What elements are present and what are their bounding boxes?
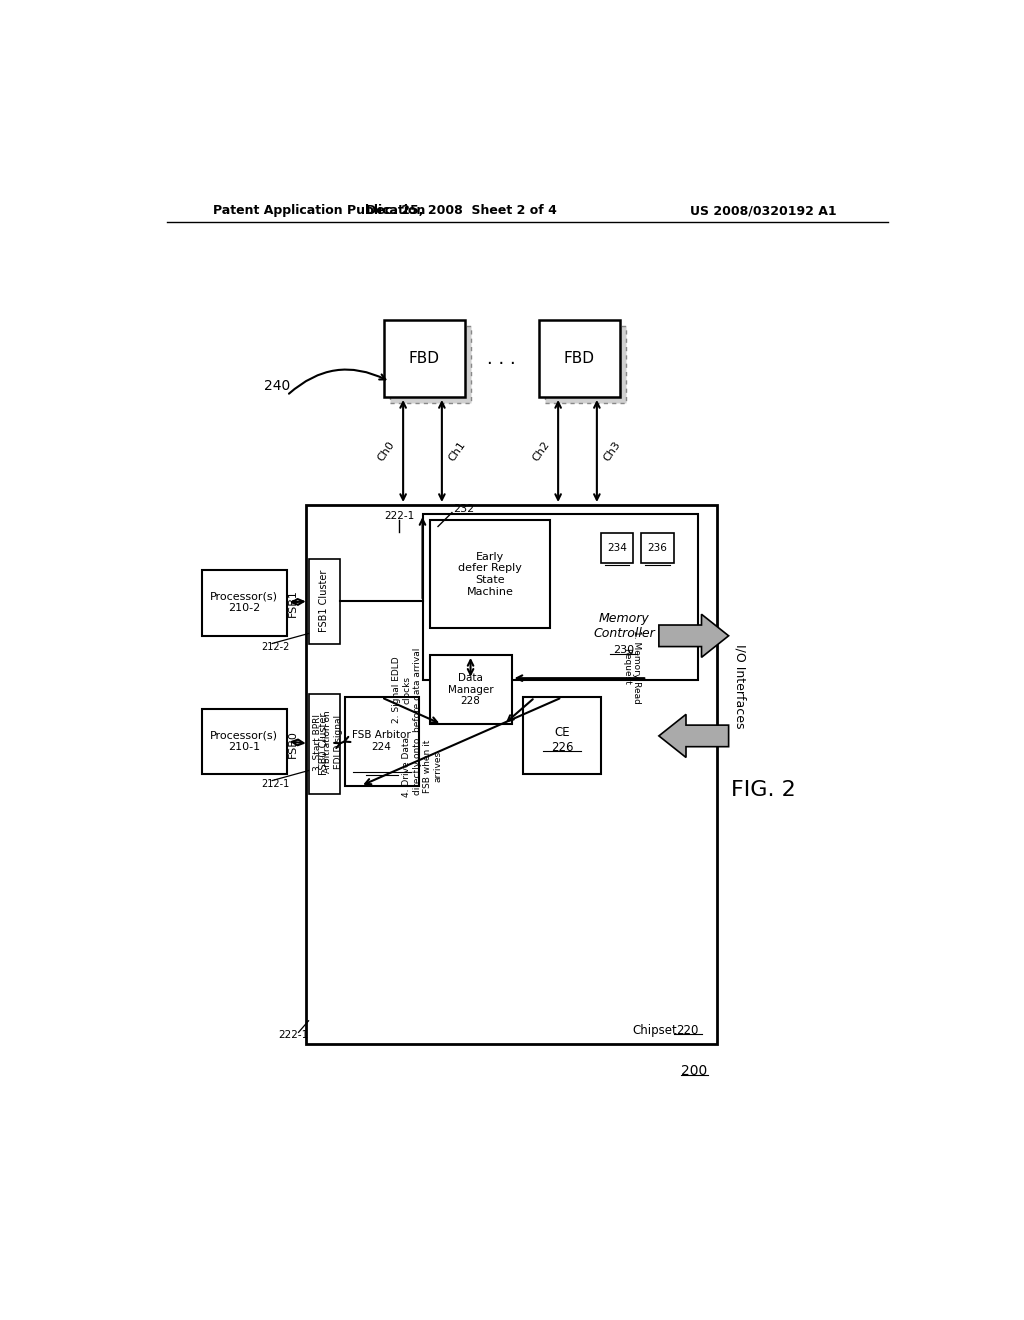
Polygon shape <box>658 614 729 657</box>
Text: 236: 236 <box>647 543 668 553</box>
Bar <box>539 321 621 397</box>
Bar <box>308 558 340 644</box>
Text: Memory
Controller: Memory Controller <box>593 611 655 640</box>
Text: Processor(s)
210-1: Processor(s) 210-1 <box>210 730 279 752</box>
Text: 222-1: 222-1 <box>384 511 415 521</box>
Text: 226: 226 <box>551 741 573 754</box>
Text: Early
defer Reply
State
Machine: Early defer Reply State Machine <box>458 552 522 597</box>
Bar <box>202 709 287 775</box>
Bar <box>545 326 627 404</box>
Text: CE: CE <box>554 726 569 739</box>
Text: 200: 200 <box>681 1064 707 1078</box>
Bar <box>601 533 633 562</box>
Text: FSB1 Cluster: FSB1 Cluster <box>319 570 329 632</box>
Text: FSB Arbitor
224: FSB Arbitor 224 <box>352 730 411 752</box>
Bar <box>345 697 419 785</box>
Text: 230: 230 <box>613 645 635 656</box>
Text: Ch3: Ch3 <box>601 440 623 463</box>
Text: 4. Drive Data
directly onto
FSB when it
arrives: 4. Drive Data directly onto FSB when it … <box>402 737 442 797</box>
Bar <box>641 533 674 562</box>
Text: 222-1: 222-1 <box>279 1030 308 1040</box>
Text: Patent Application Publication: Patent Application Publication <box>213 205 426 218</box>
Text: 1. Memory Read
Request: 1. Memory Read Request <box>622 630 641 704</box>
Text: 212-2: 212-2 <box>261 642 290 652</box>
Text: Data
Manager
228: Data Manager 228 <box>447 673 494 706</box>
Text: 220: 220 <box>677 1023 698 1036</box>
Polygon shape <box>658 714 729 758</box>
Text: FBD: FBD <box>563 351 595 366</box>
Bar <box>384 321 465 397</box>
Text: FSB0: FSB0 <box>288 730 298 758</box>
Bar <box>390 326 471 404</box>
Text: FSB0 Cluster: FSB0 Cluster <box>319 713 329 775</box>
Bar <box>202 570 287 636</box>
Text: Ch0: Ch0 <box>376 440 397 463</box>
Text: US 2008/0320192 A1: US 2008/0320192 A1 <box>690 205 837 218</box>
Text: FSB1: FSB1 <box>288 590 298 618</box>
Bar <box>423 515 697 680</box>
Bar <box>306 506 717 1044</box>
Text: Processor(s)
210-2: Processor(s) 210-2 <box>210 591 279 614</box>
Text: Ch2: Ch2 <box>531 440 552 463</box>
Text: 234: 234 <box>607 543 627 553</box>
Text: 212-1: 212-1 <box>261 779 290 788</box>
Bar <box>430 655 512 725</box>
Bar <box>308 693 340 793</box>
Text: 232: 232 <box>454 504 475 513</box>
Text: Chipset: Chipset <box>633 1023 677 1036</box>
Text: I/O Interfaces: I/O Interfaces <box>734 644 746 729</box>
Bar <box>430 520 550 628</box>
Text: . . .: . . . <box>487 350 516 367</box>
Text: Dec. 25, 2008  Sheet 2 of 4: Dec. 25, 2008 Sheet 2 of 4 <box>366 205 557 218</box>
Text: FBD: FBD <box>409 351 439 366</box>
Text: 240: 240 <box>263 379 290 392</box>
Bar <box>523 697 601 775</box>
Text: Ch1: Ch1 <box>446 440 467 463</box>
Text: FIG. 2: FIG. 2 <box>731 780 796 800</box>
Text: 3. Start BPRI
Arbitration on
EDLD signal: 3. Start BPRI Arbitration on EDLD signal <box>313 710 343 774</box>
Text: 2. Signal EDLD
clocks
before data arrival: 2. Signal EDLD clocks before data arriva… <box>392 648 422 731</box>
